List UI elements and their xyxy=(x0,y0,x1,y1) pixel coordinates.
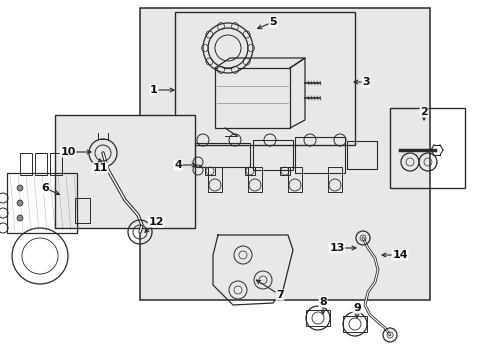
Text: 7: 7 xyxy=(276,290,284,300)
Text: 10: 10 xyxy=(60,147,76,157)
Bar xyxy=(342,316,366,332)
Bar xyxy=(252,140,292,170)
Circle shape xyxy=(205,58,212,65)
Bar xyxy=(20,153,32,175)
Circle shape xyxy=(243,58,249,65)
Text: 11: 11 xyxy=(92,163,107,173)
Bar xyxy=(75,198,90,223)
Text: 14: 14 xyxy=(391,250,407,260)
Text: 9: 9 xyxy=(352,303,360,313)
Bar xyxy=(215,68,289,128)
Circle shape xyxy=(201,45,208,51)
Bar xyxy=(7,173,77,233)
Bar xyxy=(50,153,62,175)
Bar xyxy=(247,167,262,192)
Bar xyxy=(327,167,341,192)
Circle shape xyxy=(17,215,23,221)
Circle shape xyxy=(247,45,254,51)
Bar xyxy=(389,108,464,188)
Text: 13: 13 xyxy=(328,243,344,253)
Text: 3: 3 xyxy=(362,77,369,87)
Text: 12: 12 xyxy=(148,217,163,227)
Text: 8: 8 xyxy=(319,297,326,307)
Circle shape xyxy=(205,31,212,38)
Text: 2: 2 xyxy=(419,107,427,117)
Bar xyxy=(346,141,376,169)
Bar xyxy=(207,167,222,192)
Text: 5: 5 xyxy=(268,17,276,27)
Bar xyxy=(55,115,195,228)
Bar xyxy=(175,12,354,145)
Bar xyxy=(305,310,329,326)
Bar xyxy=(280,167,289,175)
Circle shape xyxy=(217,66,224,73)
Bar xyxy=(204,167,215,175)
Bar xyxy=(140,8,429,300)
Text: 6: 6 xyxy=(41,183,49,193)
Circle shape xyxy=(231,66,238,73)
Circle shape xyxy=(17,200,23,206)
Text: 4: 4 xyxy=(174,160,182,170)
Text: 1: 1 xyxy=(150,85,158,95)
Bar xyxy=(244,167,254,175)
Circle shape xyxy=(231,23,238,30)
Circle shape xyxy=(243,31,249,38)
Bar xyxy=(35,153,47,175)
Circle shape xyxy=(17,185,23,191)
Circle shape xyxy=(217,23,224,30)
Bar xyxy=(195,143,249,167)
Bar xyxy=(287,167,302,192)
Bar xyxy=(294,137,345,173)
